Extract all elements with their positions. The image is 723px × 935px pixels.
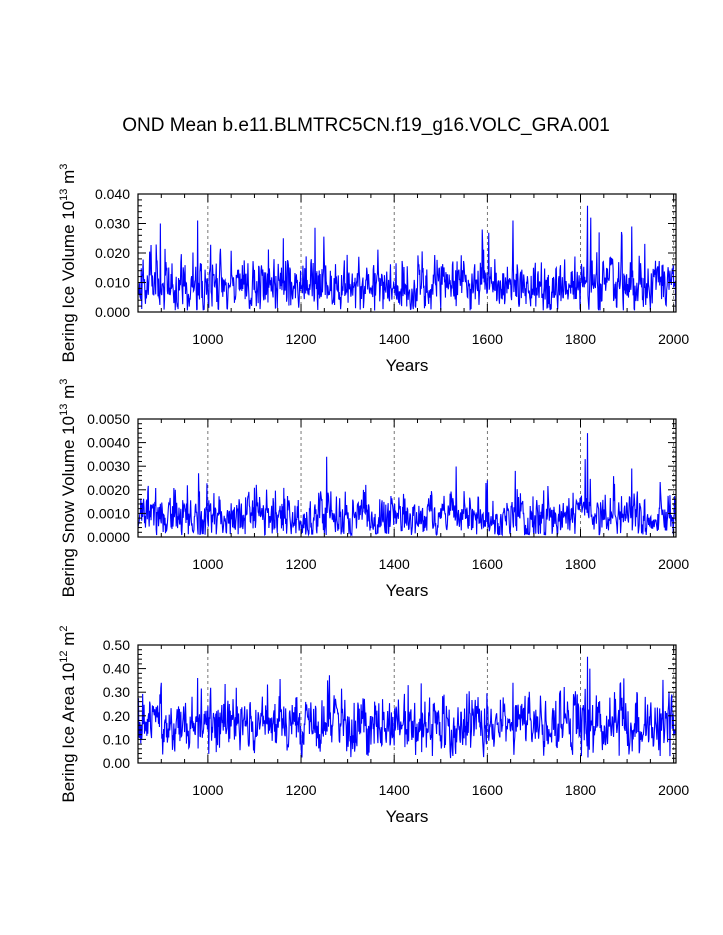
y-tick-label: 0.10 xyxy=(103,731,130,747)
x-tick-label: 2000 xyxy=(658,556,689,572)
panel-ice-volume: 1000 1200 1400 1600 1800 2000 Years 0.000 0.010 0… xyxy=(58,164,689,375)
x-axis-label: Years xyxy=(386,807,429,826)
plot-frame xyxy=(137,418,677,538)
series-line-ice-volume xyxy=(137,205,677,311)
y-axis-label: Bering Ice Area 1012 m2 xyxy=(58,625,78,802)
panels-container: 1000 1200 1400 1600 1800 2000 Years 0.000 0.010 0… xyxy=(58,164,689,826)
x-axis-label: Years xyxy=(386,356,429,375)
y-tick-label: 0.010 xyxy=(95,275,130,291)
y-tick-label: 0.0040 xyxy=(87,435,130,451)
x-tick-label: 2000 xyxy=(658,331,689,347)
x-tick-label: 1600 xyxy=(472,782,503,798)
x-tick-label: 1800 xyxy=(565,556,596,572)
y-tick-label: 0.0000 xyxy=(87,529,130,545)
x-tick-label: 1800 xyxy=(565,782,596,798)
series-line-ice-area xyxy=(137,656,677,759)
y-axis-label: Bering Snow Volume 1013 m3 xyxy=(58,379,78,598)
y-tick-label: 0.0050 xyxy=(87,411,130,427)
y-tick-label: 0.50 xyxy=(103,637,130,653)
panel-ice-area: 1000 1200 1400 1600 1800 2000 Years 0.00 0.10 0.2… xyxy=(58,625,689,826)
x-tick-label: 1400 xyxy=(379,331,410,347)
x-axis-label: Years xyxy=(386,581,429,600)
x-tick-label: 1200 xyxy=(285,556,316,572)
x-tick-label: 1000 xyxy=(192,331,223,347)
x-tick-label: 1600 xyxy=(472,556,503,572)
y-tick-label: 0.0010 xyxy=(87,505,130,521)
y-tick-label: 0.020 xyxy=(95,245,130,261)
x-tick-label: 1200 xyxy=(285,331,316,347)
y-tick-label: 0.000 xyxy=(95,304,130,320)
x-tick-label: 1600 xyxy=(472,331,503,347)
chart-title: OND Mean b.e11.BLMTRC5CN.f19_g16.VOLC_GR… xyxy=(122,115,610,136)
y-axis-label: Bering Ice Volume 1013 m3 xyxy=(58,164,78,363)
y-tick-label: 0.0030 xyxy=(87,458,130,474)
x-tick-label: 1000 xyxy=(192,556,223,572)
y-tick-label: 0.0020 xyxy=(87,482,130,498)
y-tick-label: 0.30 xyxy=(103,684,130,700)
y-tick-label: 0.040 xyxy=(95,186,130,202)
panel-snow-volume: 1000 1200 1400 1600 1800 2000 Years 0.0000 0.001… xyxy=(58,379,689,600)
y-tick-label: 0.20 xyxy=(103,708,130,724)
x-tick-label: 1400 xyxy=(379,782,410,798)
plot-frame xyxy=(137,644,677,764)
x-tick-label: 1200 xyxy=(285,782,316,798)
x-tick-label: 2000 xyxy=(658,782,689,798)
x-tick-label: 1800 xyxy=(565,331,596,347)
x-tick-label: 1400 xyxy=(379,556,410,572)
y-tick-label: 0.40 xyxy=(103,661,130,677)
series-line-snow-volume xyxy=(137,433,677,537)
x-tick-label: 1000 xyxy=(192,782,223,798)
y-tick-label: 0.030 xyxy=(95,216,130,232)
y-tick-label: 0.00 xyxy=(103,755,130,771)
